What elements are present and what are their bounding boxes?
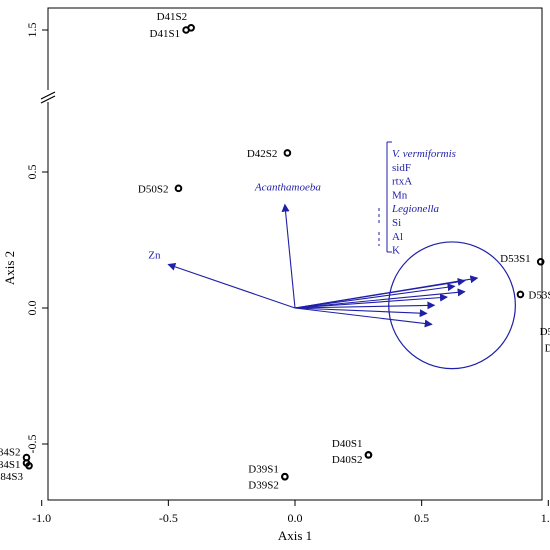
x-axis-title: Axis 1 xyxy=(278,528,312,543)
point-D84S3 xyxy=(25,461,33,470)
point-D53S2 xyxy=(516,290,525,299)
legend-entry-7: K xyxy=(392,245,400,257)
point-D50S2 xyxy=(174,184,183,193)
x-tick-label-5: 1.0 xyxy=(541,511,550,525)
y-axis: -0.5 0.0 0.5 1.5 xyxy=(25,23,48,454)
legend-entry-2: rtxA xyxy=(392,176,412,188)
legend-bracket xyxy=(378,141,392,253)
legend-entry-0: V. vermiformis xyxy=(392,148,456,160)
legend-entry-4: Legionella xyxy=(391,203,440,215)
point-label-D50S2: D50S2 xyxy=(138,183,169,195)
point-label-D53S2: D53S2 xyxy=(528,289,550,301)
legend-entry-3: Mn xyxy=(392,189,408,201)
point-D42S2 xyxy=(283,149,292,157)
vector-arrow-4 xyxy=(294,283,456,309)
plot-frame xyxy=(47,7,543,501)
point-label-D42S2: D42S2 xyxy=(247,148,278,160)
point-label-D41S2: D41S2 xyxy=(157,11,188,23)
vector-arrow-6 xyxy=(294,293,448,309)
point-label-D84S1: D84S1 xyxy=(0,459,21,471)
y-tick-label-0: -0.5 xyxy=(25,435,39,454)
y-tick-label-2: 0.5 xyxy=(25,165,39,180)
point-label-D39S2: D39S2 xyxy=(248,480,279,492)
point-label-D40S1: D40S1 xyxy=(332,438,363,450)
y-axis-title: Axis 2 xyxy=(2,251,17,285)
point-label-D54S1: D54S1 xyxy=(540,326,550,338)
x-tick-label-1: -1.0 xyxy=(32,511,51,525)
vector-arrow-9 xyxy=(294,307,433,328)
x-tick-label-4: 0.5 xyxy=(414,511,429,525)
vector-arrow-1 xyxy=(167,262,296,309)
y-tick-label-3: 1.5 xyxy=(25,23,39,38)
point-D40S2 xyxy=(364,451,373,459)
vector-label-0: Acanthamoeba xyxy=(254,182,321,194)
vector-arrow-8 xyxy=(294,307,428,318)
sample-points: D41S2 D41S1 D42S2 D50S2 D53S1 D53S2 D54S1 D54S2… xyxy=(0,11,550,492)
vector-label-1: Zn xyxy=(148,249,161,261)
point-label-D84S2: D84S2 xyxy=(0,447,21,459)
point-label-D39S1: D39S1 xyxy=(248,464,279,476)
y-tick-label-1: 0.0 xyxy=(25,301,39,316)
point-D53S1 xyxy=(536,257,545,266)
vector-arrows: Acanthamoeba Zn xyxy=(148,182,479,328)
x-tick-label-3: 0.0 xyxy=(288,511,303,525)
legend-entry-1: sidF xyxy=(392,162,411,174)
legend-entry-6: Al xyxy=(392,231,403,243)
x-tick-label-2: -0.5 xyxy=(159,511,178,525)
point-D41S1 xyxy=(182,26,190,34)
point-label-D53S1: D53S1 xyxy=(500,253,531,265)
vector-arrow-7 xyxy=(294,301,436,310)
y-axis-break xyxy=(40,90,56,104)
x-axis: -1.5-1.0-0.50.00.51.01.5 xyxy=(32,500,550,525)
point-label-D84S3: D84S3 xyxy=(0,471,24,483)
vector-arrow-3 xyxy=(294,277,466,309)
point-label-D54S2: D54S2 xyxy=(545,342,550,354)
legend-entry-5: Si xyxy=(392,217,401,229)
point-D39S2 xyxy=(281,472,289,481)
vector-group-circle xyxy=(388,241,516,370)
point-label-D40S2: D40S2 xyxy=(332,454,363,466)
point-label-D41S1: D41S1 xyxy=(150,28,181,40)
vector-arrow-5 xyxy=(294,288,466,309)
vector-arrow-0 xyxy=(281,203,296,309)
